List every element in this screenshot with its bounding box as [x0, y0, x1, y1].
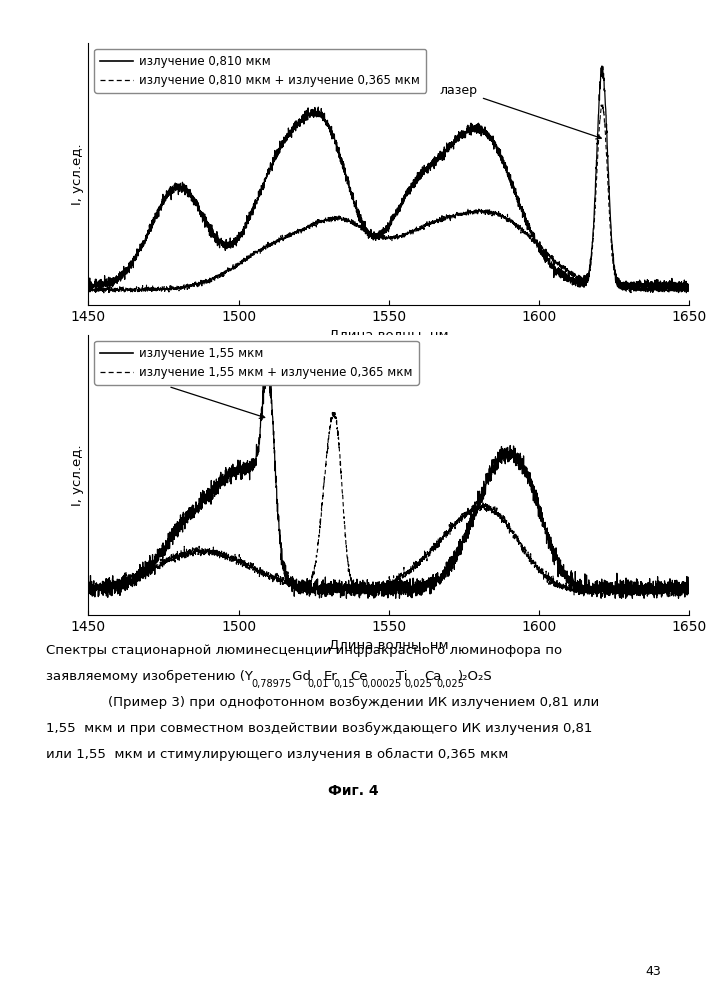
Legend: излучение 1,55 мкм, излучение 1,55 мкм + излучение 0,365 мкм: излучение 1,55 мкм, излучение 1,55 мкм +… — [94, 341, 419, 385]
Text: 43: 43 — [645, 965, 661, 978]
Text: или 1,55  мкм и стимулирующего излучения в области 0,365 мкм: или 1,55 мкм и стимулирующего излучения … — [46, 748, 508, 761]
Text: заявляемому изобретению (Y: заявляемому изобретению (Y — [46, 670, 253, 683]
Y-axis label: I, усл.ед.: I, усл.ед. — [71, 143, 84, 205]
Text: лазер: лазер — [127, 373, 264, 418]
Text: 0,01: 0,01 — [308, 679, 329, 689]
Text: Gd: Gd — [288, 670, 312, 683]
Text: Ce: Ce — [350, 670, 368, 683]
Text: лазер: лазер — [440, 84, 601, 139]
Text: 0,00025: 0,00025 — [361, 679, 402, 689]
Text: Фиг. 4: Фиг. 4 — [328, 784, 379, 798]
X-axis label: Длина волны, нм: Длина волны, нм — [329, 639, 449, 652]
Text: 0,025: 0,025 — [404, 679, 432, 689]
Text: 1,55  мкм и при совместном воздействии возбуждающего ИК излучения 0,81: 1,55 мкм и при совместном воздействии во… — [46, 722, 592, 735]
Legend: излучение 0,810 мкм, излучение 0,810 мкм + излучение 0,365 мкм: излучение 0,810 мкм, излучение 0,810 мкм… — [94, 49, 426, 93]
Text: 0,15: 0,15 — [334, 679, 356, 689]
Text: 0,78975: 0,78975 — [251, 679, 291, 689]
Text: (Пример 3) при однофотонном возбуждении ИК излучением 0,81 или: (Пример 3) при однофотонном возбуждении … — [108, 696, 599, 709]
Y-axis label: I, усл.ед.: I, усл.ед. — [71, 444, 84, 506]
Text: 0,025: 0,025 — [436, 679, 464, 689]
Text: Er: Er — [324, 670, 337, 683]
Text: )₂O₂S: )₂O₂S — [458, 670, 493, 683]
X-axis label: Длина волны, нм: Длина волны, нм — [329, 329, 449, 342]
Text: Спектры стационарной люминесценции инфракрасного люминофора по: Спектры стационарной люминесценции инфра… — [46, 644, 562, 657]
Text: Ti: Ti — [396, 670, 407, 683]
Text: Ca: Ca — [424, 670, 442, 683]
